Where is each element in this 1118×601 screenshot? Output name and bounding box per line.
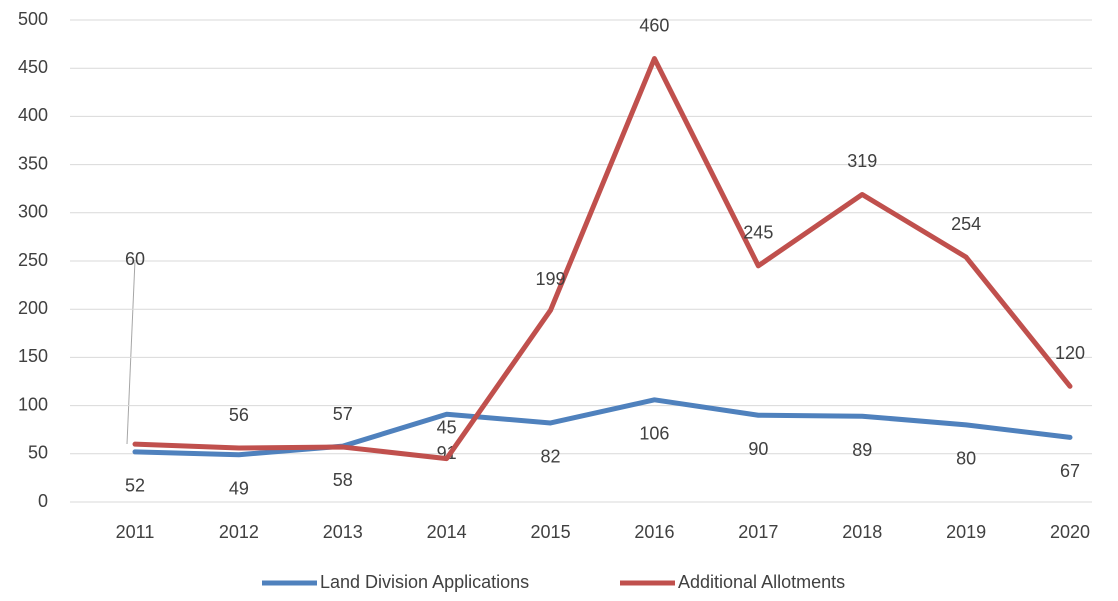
data-label: 89 — [852, 440, 872, 460]
x-tick-label: 2018 — [842, 522, 882, 542]
data-label: 57 — [333, 404, 353, 424]
x-tick-label: 2014 — [427, 522, 467, 542]
y-tick-label: 250 — [18, 250, 48, 270]
data-label: 82 — [541, 447, 561, 467]
data-label: 56 — [229, 405, 249, 425]
x-tick-label: 2015 — [531, 522, 571, 542]
data-label: 52 — [125, 476, 145, 496]
data-label: 80 — [956, 449, 976, 469]
series-line — [132, 56, 1073, 462]
x-tick-label: 2013 — [323, 522, 363, 542]
y-tick-label: 100 — [18, 394, 48, 414]
leader-line — [126, 259, 136, 445]
data-label: 45 — [437, 417, 457, 437]
x-tick-label: 2020 — [1050, 522, 1090, 542]
y-tick-label: 500 — [18, 9, 48, 29]
data-label: 254 — [951, 214, 981, 234]
series-line — [132, 397, 1073, 458]
y-tick-label: 400 — [18, 105, 48, 125]
data-label: 90 — [748, 439, 768, 459]
x-tick-label: 2019 — [946, 522, 986, 542]
data-label: 460 — [639, 15, 669, 35]
x-tick-label: 2011 — [116, 522, 155, 542]
y-tick-label: 0 — [38, 491, 48, 511]
data-label: 67 — [1060, 461, 1080, 481]
x-tick-label: 2016 — [634, 522, 674, 542]
y-tick-label: 200 — [18, 298, 48, 318]
legend-label: Additional Allotments — [678, 572, 845, 592]
data-label: 199 — [536, 269, 566, 289]
data-label: 60 — [125, 249, 145, 269]
data-label: 106 — [639, 424, 669, 444]
y-tick-label: 150 — [18, 346, 48, 366]
x-tick-label: 2017 — [738, 522, 778, 542]
data-label: 319 — [847, 151, 877, 171]
y-tick-label: 350 — [18, 153, 48, 173]
data-label: 120 — [1055, 343, 1085, 363]
y-tick-label: 50 — [28, 443, 48, 463]
data-label: 245 — [743, 223, 773, 243]
data-label: 58 — [333, 470, 353, 490]
y-tick-label: 450 — [18, 57, 48, 77]
y-tick-label: 300 — [18, 202, 48, 222]
data-label: 49 — [229, 479, 249, 499]
legend-label: Land Division Applications — [320, 572, 529, 592]
x-tick-label: 2012 — [219, 522, 259, 542]
